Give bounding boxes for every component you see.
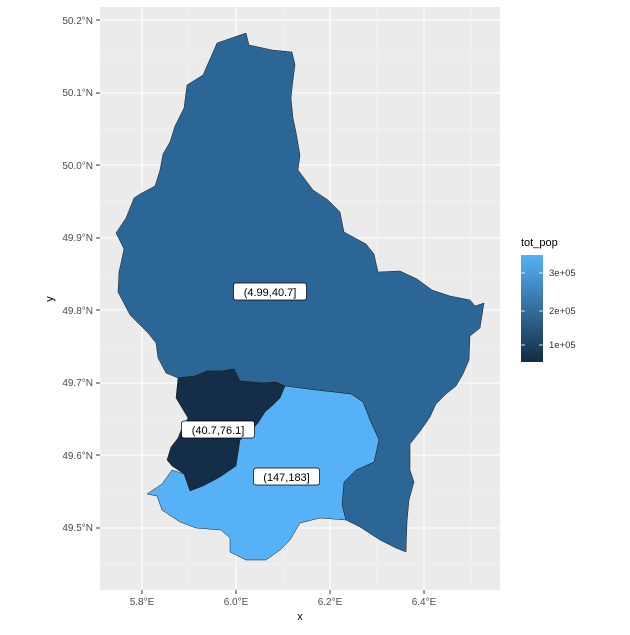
y-tick-label: 49.6°N	[62, 451, 93, 462]
legend-tick-marks	[521, 272, 543, 346]
legend-colorbar	[521, 255, 543, 362]
y-tick-label: 50.0°N	[62, 161, 93, 172]
region-label-box-1	[233, 282, 307, 301]
region-labels: (4.99,40.7] (40.7,76.1] (147,183]	[181, 282, 320, 486]
y-axis-labels: 49.5°N 49.6°N 49.7°N 49.8°N 49.9°N 50.0°…	[62, 16, 93, 534]
y-tick-label: 50.1°N	[62, 88, 93, 99]
x-axis-title: x	[297, 611, 303, 623]
legend: tot_pop 1e+05 2e+05 3e+05	[521, 237, 576, 362]
x-tick-label: 6.4°E	[412, 597, 437, 608]
x-tick-label: 5.8°E	[130, 597, 155, 608]
y-tick-label: 49.5°N	[62, 523, 93, 534]
legend-tick-label: 2e+05	[549, 306, 576, 317]
x-tick-label: 6.2°E	[318, 597, 343, 608]
region-label-2: (40.7,76.1]	[192, 425, 245, 437]
legend-title: tot_pop	[521, 237, 558, 249]
y-tick-label: 50.2°N	[62, 16, 93, 27]
y-tick-label: 49.7°N	[62, 378, 93, 389]
x-axis-ticks	[141, 590, 425, 594]
region-label-1: (4.99,40.7]	[244, 287, 297, 299]
y-axis-ticks	[96, 19, 100, 529]
region-label-box-2	[181, 420, 255, 439]
legend-tick-label: 3e+05	[549, 268, 576, 279]
y-tick-label: 49.9°N	[62, 233, 93, 244]
legend-tick-label: 1e+05	[549, 340, 576, 351]
y-axis-title: y	[44, 296, 56, 302]
x-tick-label: 6.0°E	[224, 597, 249, 608]
region-label-3: (147,183]	[263, 472, 309, 484]
y-tick-label: 49.8°N	[62, 306, 93, 317]
x-axis-labels: 5.8°E 6.0°E 6.2°E 6.4°E	[130, 597, 437, 608]
region-label-box-3	[253, 467, 320, 486]
